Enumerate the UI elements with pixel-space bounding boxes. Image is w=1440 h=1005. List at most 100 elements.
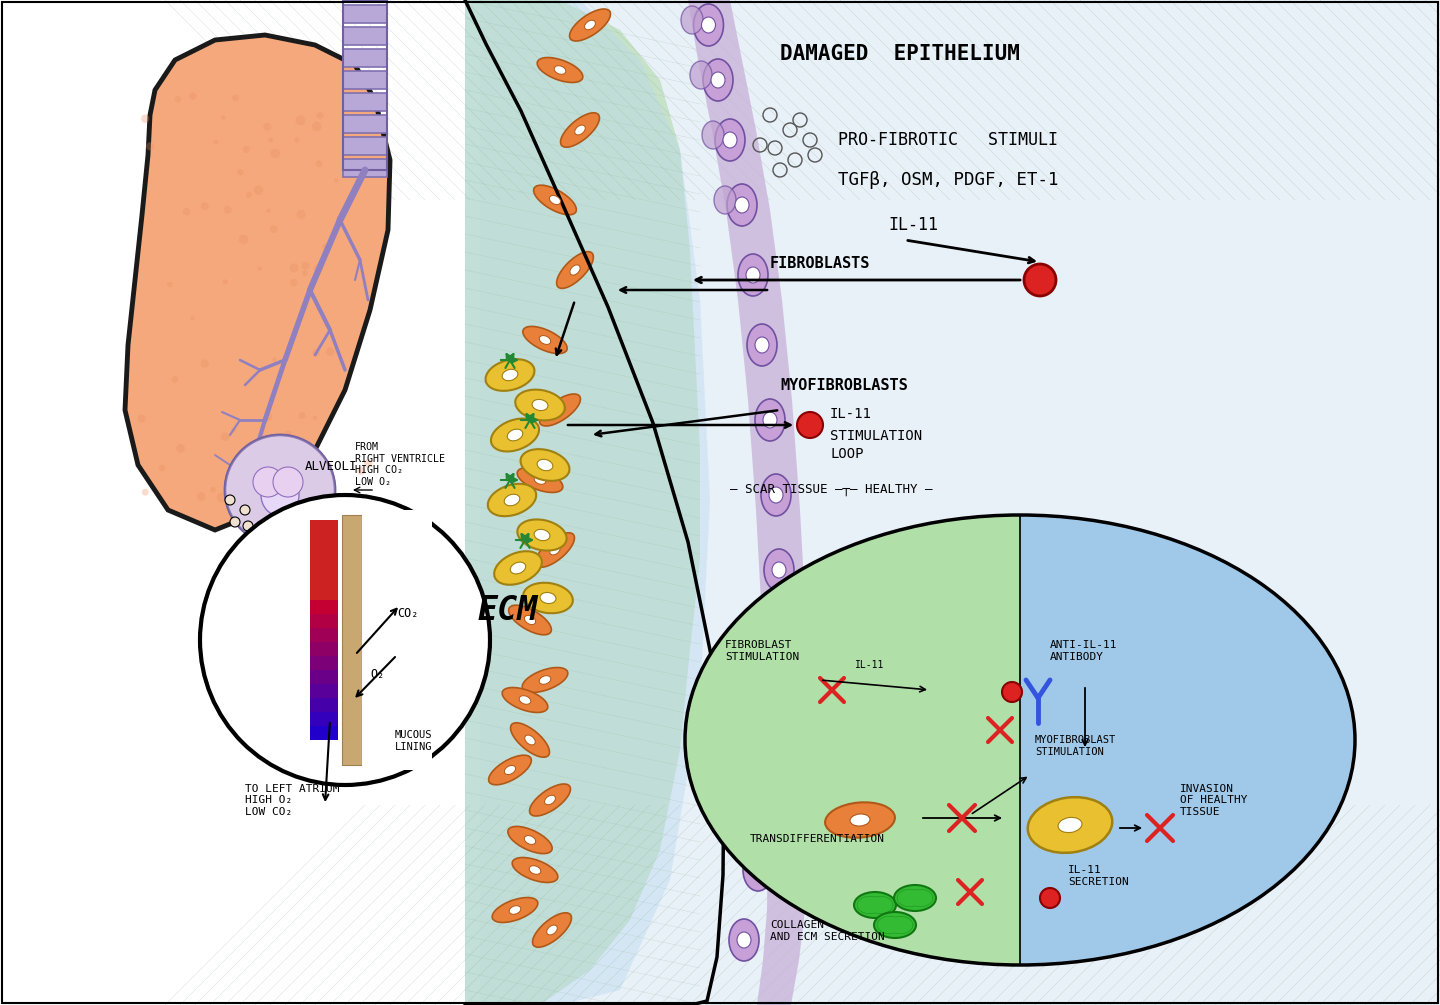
Ellipse shape (734, 197, 749, 213)
Ellipse shape (491, 418, 539, 451)
Text: COLLAGEN
AND ECM SECRETION: COLLAGEN AND ECM SECRETION (770, 921, 884, 942)
Circle shape (200, 495, 490, 785)
Ellipse shape (575, 125, 585, 135)
Circle shape (323, 244, 328, 249)
Ellipse shape (508, 826, 552, 853)
Bar (361, 510, 432, 770)
Bar (343, 49, 387, 67)
Circle shape (302, 270, 308, 276)
Ellipse shape (703, 59, 733, 100)
Circle shape (141, 488, 148, 495)
Bar (310, 599, 338, 614)
Bar (310, 683, 338, 698)
Text: ECM: ECM (478, 594, 539, 627)
Circle shape (364, 459, 373, 467)
Ellipse shape (825, 802, 894, 838)
Text: MYOFIBROBLAST
STIMULATION: MYOFIBROBLAST STIMULATION (1035, 736, 1116, 757)
Circle shape (325, 348, 334, 356)
Circle shape (246, 192, 252, 198)
Ellipse shape (523, 667, 567, 692)
Circle shape (334, 179, 338, 183)
Ellipse shape (743, 849, 773, 891)
Text: INVASION
OF HEALTHY
TISSUE: INVASION OF HEALTHY TISSUE (1179, 784, 1247, 817)
Ellipse shape (540, 336, 550, 345)
Text: TRANSDIFFERENTIATION: TRANSDIFFERENTIATION (750, 834, 886, 844)
Ellipse shape (520, 695, 531, 705)
Polygon shape (465, 0, 700, 1005)
Circle shape (264, 123, 272, 131)
Polygon shape (480, 0, 1440, 1005)
Ellipse shape (485, 359, 534, 391)
Bar (310, 655, 338, 670)
Circle shape (200, 360, 209, 368)
Ellipse shape (690, 61, 711, 89)
Bar (343, 71, 387, 89)
Circle shape (289, 278, 298, 286)
Bar (343, 27, 387, 45)
Circle shape (308, 493, 314, 499)
Circle shape (274, 467, 302, 497)
Bar (343, 5, 387, 23)
Circle shape (238, 169, 243, 176)
Ellipse shape (523, 327, 567, 354)
Circle shape (266, 209, 271, 213)
Ellipse shape (760, 787, 775, 803)
Circle shape (1002, 682, 1022, 702)
Ellipse shape (488, 755, 531, 785)
Ellipse shape (765, 549, 793, 591)
Ellipse shape (510, 562, 526, 574)
Bar (310, 697, 338, 712)
Circle shape (217, 492, 226, 502)
Circle shape (301, 262, 310, 269)
Ellipse shape (534, 475, 546, 484)
Circle shape (268, 138, 274, 143)
Circle shape (210, 486, 216, 492)
Ellipse shape (694, 4, 723, 46)
Circle shape (240, 505, 251, 515)
Ellipse shape (531, 399, 549, 411)
Text: ALVEOLI: ALVEOLI (305, 460, 357, 473)
Circle shape (223, 279, 228, 284)
Ellipse shape (492, 897, 537, 923)
Bar (310, 520, 338, 740)
Ellipse shape (540, 592, 556, 604)
Circle shape (294, 138, 300, 143)
Ellipse shape (524, 735, 536, 745)
Ellipse shape (554, 65, 566, 74)
Circle shape (183, 208, 190, 215)
Text: IL-11: IL-11 (888, 216, 937, 234)
Ellipse shape (714, 186, 736, 214)
Ellipse shape (760, 474, 791, 516)
Circle shape (171, 376, 179, 383)
Bar (310, 725, 338, 740)
Circle shape (272, 357, 276, 362)
Ellipse shape (550, 545, 560, 555)
Ellipse shape (747, 324, 778, 366)
Polygon shape (685, 515, 1020, 965)
Circle shape (328, 463, 333, 467)
Ellipse shape (528, 865, 541, 874)
Text: MYOFIBROBLASTS: MYOFIBROBLASTS (780, 378, 907, 393)
Bar (310, 711, 338, 726)
Circle shape (239, 234, 248, 244)
Ellipse shape (517, 520, 567, 551)
Bar (310, 520, 338, 600)
Bar (343, 0, 387, 170)
Ellipse shape (570, 9, 611, 41)
Ellipse shape (508, 605, 552, 635)
Wedge shape (685, 405, 1020, 1005)
Ellipse shape (772, 637, 786, 653)
Polygon shape (125, 35, 390, 530)
Ellipse shape (760, 699, 791, 741)
Ellipse shape (513, 857, 557, 882)
Circle shape (312, 350, 320, 357)
Text: TGFβ, OSM, PDGF, ET-1: TGFβ, OSM, PDGF, ET-1 (838, 171, 1058, 189)
Text: — SCAR TISSUE —┬— HEALTHY —: — SCAR TISSUE —┬— HEALTHY — (730, 483, 933, 496)
Circle shape (225, 435, 336, 545)
Ellipse shape (507, 429, 523, 441)
Ellipse shape (537, 57, 583, 82)
Circle shape (197, 492, 206, 501)
Text: LOOP: LOOP (829, 447, 864, 461)
Text: FIBROBLASTS: FIBROBLASTS (770, 256, 870, 271)
Ellipse shape (752, 862, 765, 878)
